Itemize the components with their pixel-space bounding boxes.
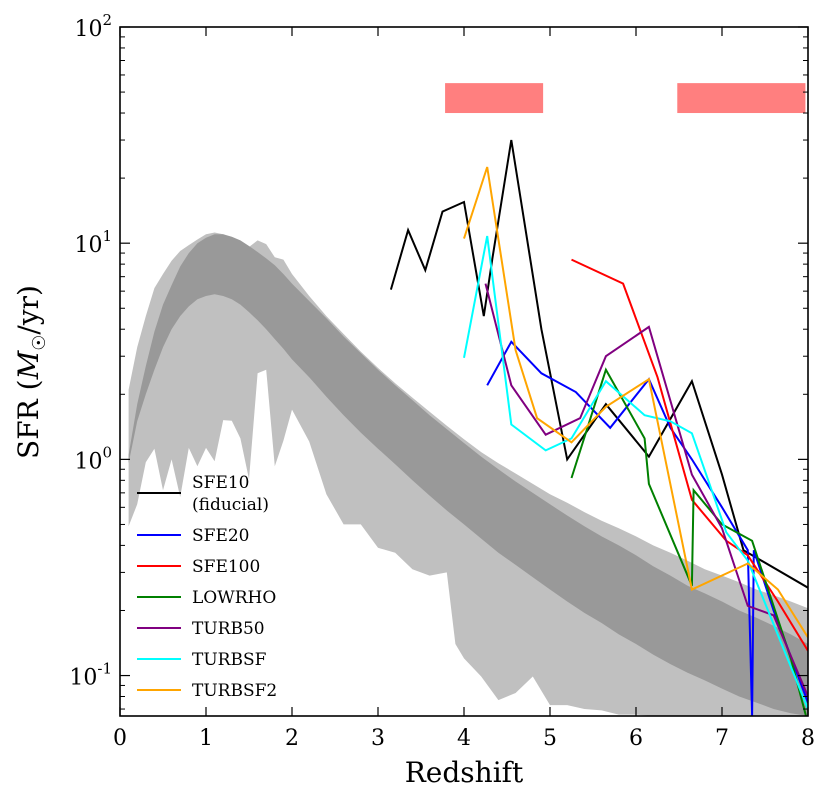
series-line-sfe10	[389, 139, 808, 589]
series-line-sfe20	[486, 340, 808, 716]
x-tick-label: 8	[801, 726, 815, 751]
x-tick-label: 7	[715, 726, 729, 751]
observation-bar-1	[445, 83, 544, 114]
series-line-turbsf	[463, 235, 808, 710]
y-tick-label: 102	[74, 11, 112, 42]
series-line-sfe100	[571, 258, 808, 652]
x-tick-label: 1	[199, 726, 213, 751]
series-line-turb50	[484, 283, 808, 697]
legend-label-sfe10: SFE10	[192, 473, 249, 493]
observation-bar-2	[677, 83, 806, 114]
legend-label-turbsf2: TURBSF2	[192, 681, 277, 701]
legend-label-sfe100: SFE100	[192, 557, 260, 577]
series-line-lowrho	[570, 367, 808, 716]
x-tick-label: 5	[543, 726, 557, 751]
legend-label-sfe20: SFE20	[192, 526, 249, 546]
x-tick-label: 6	[629, 726, 643, 751]
x-axis-title: Redshift	[405, 756, 524, 789]
series-line-turbsf2	[463, 166, 808, 639]
legend-label-sfe10: (fiducial)	[192, 495, 269, 515]
y-tick-label: 10-1	[69, 660, 112, 691]
y-axis-title: SFR (M☉/yr)	[12, 285, 50, 459]
x-tick-label: 0	[113, 726, 127, 751]
legend-label-turb50: TURB50	[192, 619, 265, 639]
y-tick-label: 100	[74, 443, 112, 474]
x-tick-label: 3	[371, 726, 385, 751]
legend-label-lowrho: LOWRHO	[192, 588, 276, 608]
legend-label-turbsf: TURBSF	[192, 650, 267, 670]
inner-band	[128, 234, 808, 716]
y-tick-label: 101	[74, 227, 112, 258]
x-tick-label: 2	[285, 726, 299, 751]
legend: SFE10(fiducial) SFE20 SFE100 LOWRHO TURB50 TU…	[137, 473, 277, 701]
x-tick-label: 4	[457, 726, 471, 751]
